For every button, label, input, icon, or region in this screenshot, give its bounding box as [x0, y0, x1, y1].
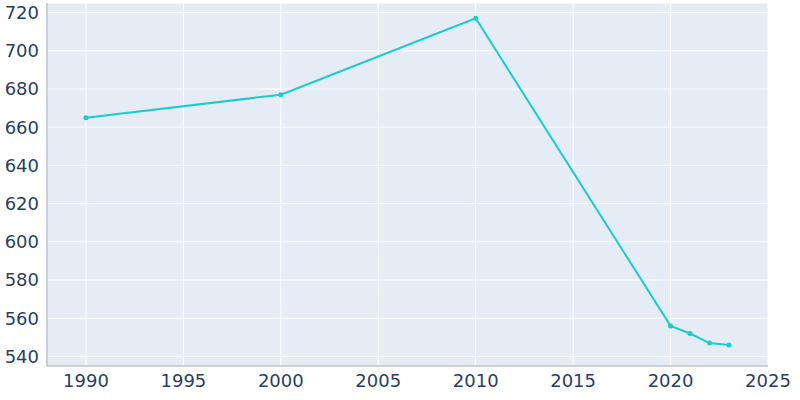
svg-text:1990: 1990 [63, 370, 109, 391]
svg-text:2005: 2005 [355, 370, 401, 391]
svg-text:2020: 2020 [648, 370, 694, 391]
svg-text:720: 720 [8, 2, 39, 23]
svg-text:560: 560 [8, 308, 39, 329]
svg-text:600: 600 [8, 231, 39, 252]
svg-text:620: 620 [8, 193, 39, 214]
svg-text:660: 660 [8, 117, 39, 138]
svg-text:700: 700 [8, 40, 39, 61]
svg-text:2015: 2015 [550, 370, 596, 391]
svg-text:2025: 2025 [745, 370, 791, 391]
svg-text:1995: 1995 [160, 370, 206, 391]
svg-text:640: 640 [8, 155, 39, 176]
svg-text:2000: 2000 [258, 370, 304, 391]
svg-text:580: 580 [8, 269, 39, 290]
svg-text:540: 540 [8, 346, 39, 367]
svg-text:2010: 2010 [453, 370, 499, 391]
svg-text:680: 680 [8, 78, 39, 99]
